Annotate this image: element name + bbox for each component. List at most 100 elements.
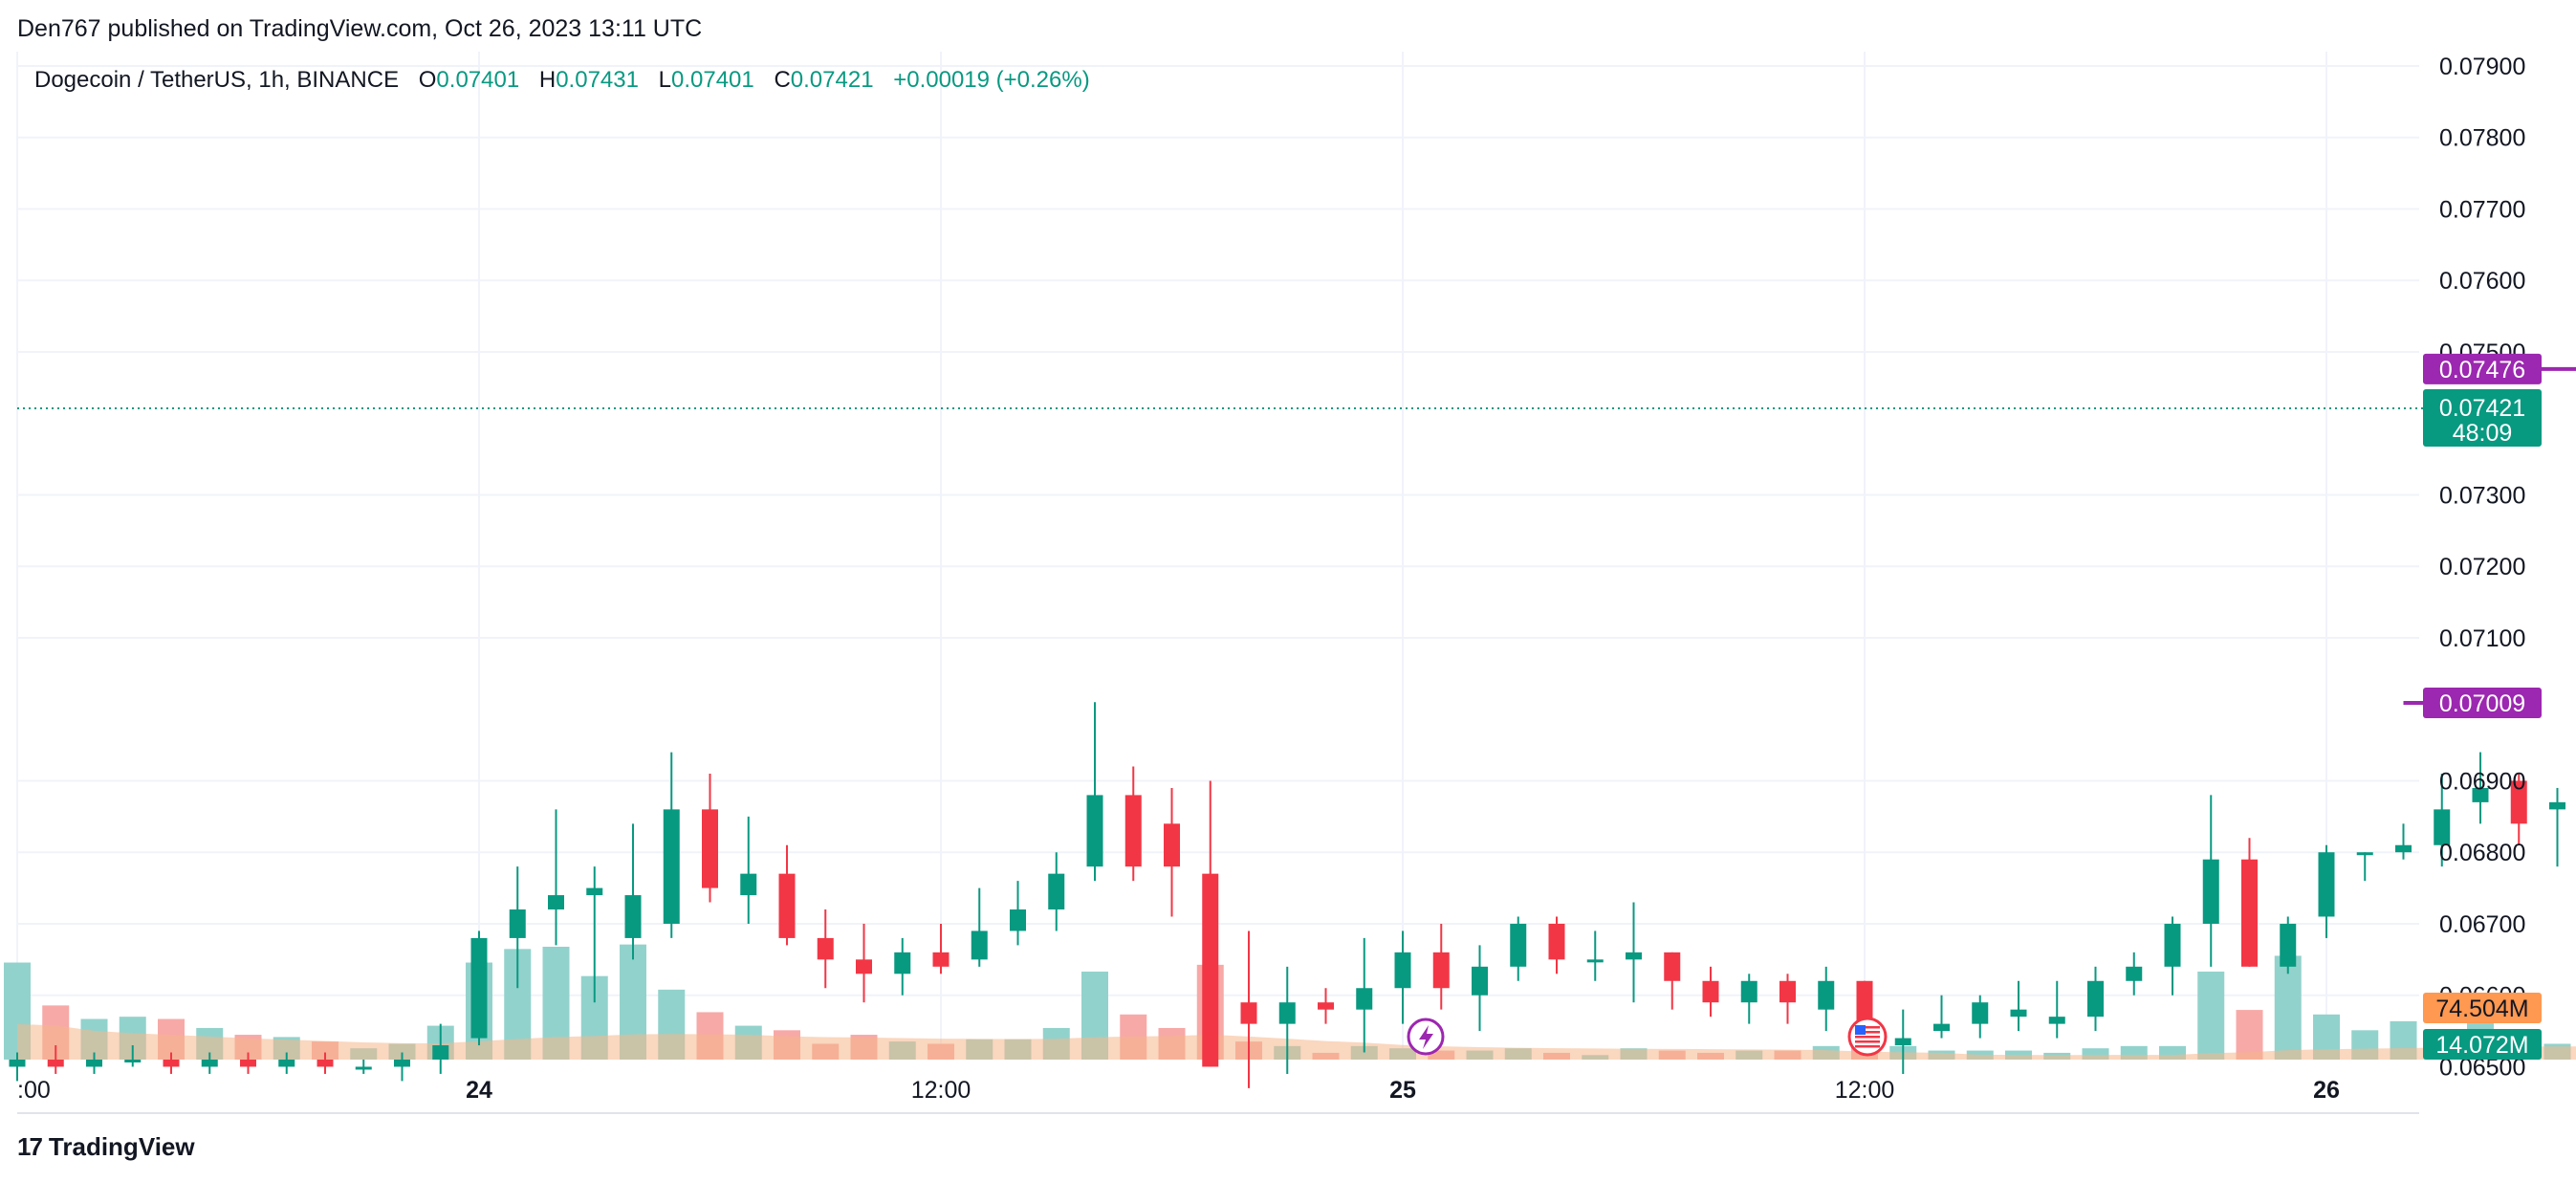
candle-body <box>2434 809 2451 845</box>
candle-body <box>1086 795 1103 867</box>
candle-body <box>2472 787 2489 802</box>
candle-body <box>1278 1002 1296 1024</box>
candle-body <box>1164 823 1180 867</box>
attribution-text: Den767 published on TradingView.com, Oct… <box>17 15 703 42</box>
tradingview-logo[interactable]: 17 TradingView <box>17 1132 195 1162</box>
flag-icon-stripe <box>1855 1040 1880 1043</box>
price-tick-label: 0.06900 <box>2439 768 2525 795</box>
high-value: 0.07431 <box>556 67 639 93</box>
close-label: C <box>774 67 791 93</box>
close-value: 0.07421 <box>790 67 874 93</box>
candle-body <box>1779 980 1796 1003</box>
volume-ma-label: 74.504M <box>2435 996 2528 1022</box>
volume-tag <box>2423 1029 2542 1060</box>
low-label: L <box>658 67 671 93</box>
time-tick-label: 12:00 <box>1835 1077 1895 1104</box>
candle-body <box>2395 844 2412 853</box>
time-tick-label: 26 <box>2313 1077 2340 1104</box>
candle-body <box>2164 923 2181 967</box>
open-value: 0.07401 <box>436 67 520 93</box>
price-axis: 0.079000.078000.077000.076000.075000.073… <box>2439 54 2525 1082</box>
candle-body <box>663 809 680 924</box>
price-tick-label: 0.07200 <box>2439 554 2525 580</box>
event-icons <box>1407 1017 1888 1057</box>
candle-body <box>624 895 642 938</box>
candle-body <box>1124 795 1142 867</box>
candle-body <box>1933 1023 1950 1032</box>
candle-body <box>470 937 488 1039</box>
volume-bar <box>2082 1048 2109 1060</box>
candle-body <box>86 1060 102 1067</box>
candle-body <box>278 1060 295 1067</box>
lightning-event-icon <box>1407 1018 1445 1056</box>
candle-body <box>124 1060 142 1062</box>
candle-body <box>1202 873 1219 1067</box>
chart-grid <box>16 52 2419 1114</box>
candle-body <box>702 809 718 888</box>
candle-body <box>163 1060 180 1067</box>
candle-body <box>1356 988 1373 1010</box>
time-tick-label: 12:00 <box>911 1077 971 1104</box>
volume-bar <box>2197 971 2225 1060</box>
tradingview-logo-icon: 17 <box>17 1132 43 1161</box>
candle-body <box>47 1060 64 1067</box>
candle-body <box>932 952 950 967</box>
candle-body <box>1664 952 1681 981</box>
candle-body <box>2356 852 2373 856</box>
level-tag-label: 0.07009 <box>2439 690 2525 717</box>
candle-body <box>1818 980 1835 1010</box>
time-tick-label: 24 <box>466 1077 492 1104</box>
price-tick-label: 0.07700 <box>2439 196 2525 223</box>
lightning-icon-bolt <box>1419 1025 1433 1049</box>
flag-icon-stripe <box>1855 1045 1880 1048</box>
candle-body <box>317 1060 334 1067</box>
candle-body <box>2048 1017 2065 1024</box>
tradingview-brand: TradingView <box>48 1132 195 1161</box>
candle-body <box>2241 859 2258 967</box>
candle-body <box>1972 1002 1989 1024</box>
price-tick-label: 0.07100 <box>2439 625 2525 652</box>
symbol-legend: Dogecoin / TetherUS, 1h, BINANCE O0.0740… <box>34 67 1090 94</box>
candle-body <box>394 1060 410 1067</box>
candle-body <box>2510 780 2527 824</box>
flag-icon-stripe <box>1855 1031 1880 1034</box>
time-tick-label: 25 <box>1389 1077 1416 1104</box>
candle-body <box>2126 966 2143 981</box>
candle-body <box>1586 959 1604 963</box>
candlesticks <box>9 702 2565 1088</box>
candle-body <box>1894 1038 1911 1046</box>
flag-icon-stripe <box>1855 1036 1880 1039</box>
candle-body <box>2549 801 2565 810</box>
high-label: H <box>538 67 557 93</box>
current-price-tag <box>2423 389 2542 448</box>
volume-ma-fill <box>17 1023 2576 1060</box>
volume-bars <box>4 944 2571 1060</box>
price-tick-label: 0.06800 <box>2439 840 2525 866</box>
candle-body <box>1548 923 1565 960</box>
candle-body <box>1048 873 1065 910</box>
flag-icon-canton <box>1855 1025 1866 1035</box>
level-tag-label: 0.07476 <box>2439 357 2525 383</box>
candle-body <box>9 1060 26 1067</box>
candle-body <box>2087 980 2104 1018</box>
candle-body <box>432 1045 449 1060</box>
candle-body <box>1626 952 1642 960</box>
candle-body <box>2010 1009 2027 1018</box>
symbol-name[interactable]: Dogecoin / TetherUS, 1h, BINANCE <box>34 67 400 93</box>
candle-body <box>1318 1002 1334 1010</box>
candle-body <box>1010 909 1026 931</box>
level-tag <box>2423 687 2542 718</box>
candle-body <box>1702 980 1719 1003</box>
candle-body <box>548 895 564 910</box>
candle-body <box>778 873 796 938</box>
candle-body <box>509 909 526 938</box>
open-label: O <box>418 67 437 93</box>
candle-body <box>1240 1002 1257 1024</box>
price-tick-label: 0.07300 <box>2439 482 2525 509</box>
candle-body <box>1432 952 1450 989</box>
change-value: +0.00019 (+0.26%) <box>893 67 1090 93</box>
candle-body <box>1472 966 1488 996</box>
